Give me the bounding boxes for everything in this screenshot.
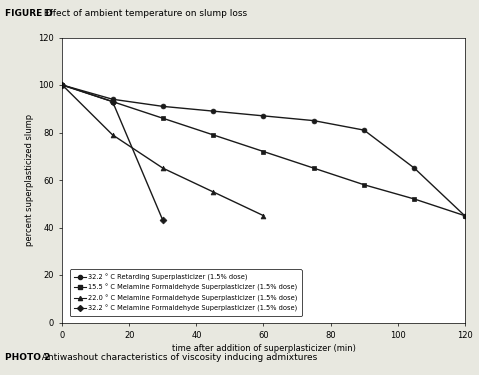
Text: Antiwashout characteristics of viscosity inducing admixtures: Antiwashout characteristics of viscosity… <box>36 353 317 362</box>
Text: PHOTO 2: PHOTO 2 <box>5 353 50 362</box>
Legend: 32.2 ° C Retarding Superplasticizer (1.5% dose), 15.5 ° C Melamine Formaldehyde : 32.2 ° C Retarding Superplasticizer (1.5… <box>69 270 302 316</box>
X-axis label: time after addition of superplasticizer (min): time after addition of superplasticizer … <box>171 344 355 353</box>
Text: FIGURE D: FIGURE D <box>5 9 53 18</box>
Text: Effect of ambient temperature on slump loss: Effect of ambient temperature on slump l… <box>41 9 247 18</box>
Y-axis label: percent superplasticized slump: percent superplasticized slump <box>25 114 34 246</box>
